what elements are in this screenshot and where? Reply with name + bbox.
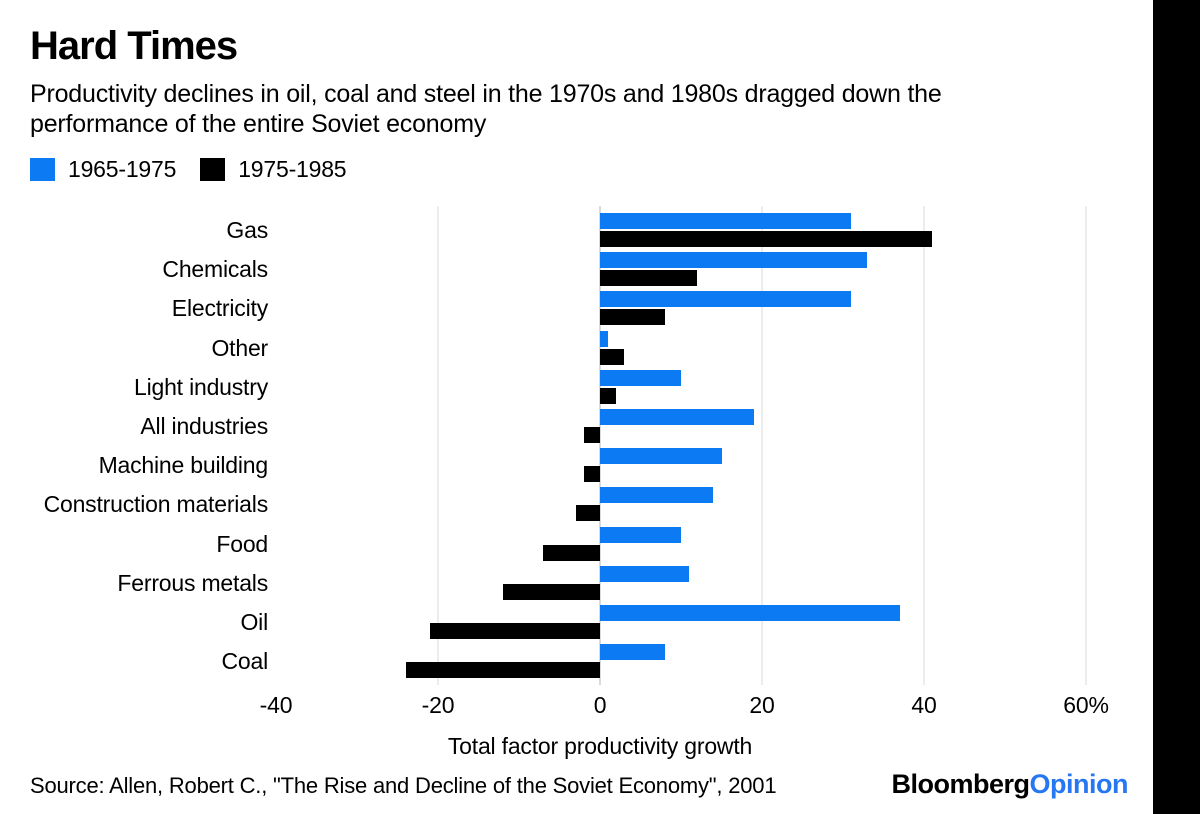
category-label: Gas: [226, 217, 268, 243]
bar-machine-building-1965-1975: [600, 448, 722, 465]
source-note: Source: Allen, Robert C., "The Rise and …: [30, 773, 777, 798]
category-label: Other: [211, 334, 268, 361]
legend-label: 1965-1975: [68, 156, 177, 182]
zero-axis-line: [599, 206, 601, 685]
bar-food-1965-1975: [600, 526, 681, 543]
bar-all-industries-1975-1985: [583, 427, 600, 443]
x-tick-label: 20: [749, 692, 775, 718]
chart-subtitle-line2: performance of the entire Soviet economy: [30, 110, 487, 138]
category-label: Machine building: [98, 452, 269, 479]
bar-food-1975-1985: [543, 544, 600, 561]
x-tick-label: 0: [593, 692, 607, 718]
bloomberg-opinion-logo: BloombergOpinion: [892, 769, 1129, 800]
bar-electricity-1975-1985: [600, 309, 665, 326]
bar-other-1965-1975: [600, 330, 609, 347]
bar-coal-1975-1985: [405, 662, 600, 679]
bar-chemicals-1965-1975: [600, 252, 868, 269]
bar-oil-1965-1975: [600, 605, 900, 621]
gridline-60: [1085, 206, 1087, 685]
legend-item-1965-1975: 1965-1975: [30, 156, 176, 183]
chart-subtitle: Productivity declines in oil, coal and s…: [30, 79, 1090, 139]
gridline-40: [923, 206, 925, 685]
bar-machine-building-1975-1985: [583, 466, 600, 483]
right-edge-strip: [1153, 0, 1200, 814]
page-title: Hard Times: [30, 24, 238, 68]
x-tick-label: 60%: [1063, 692, 1109, 718]
legend-item-1975-1985: 1975-1985: [200, 156, 347, 183]
bar-chemicals-1975-1985: [600, 270, 698, 287]
bar-light-industry-1975-1985: [600, 387, 617, 404]
legend-swatch-icon: [30, 158, 55, 181]
x-tick-label: -20: [421, 692, 455, 718]
bar-gas-1975-1985: [600, 231, 933, 247]
bar-ferrous-metals-1965-1975: [600, 565, 690, 582]
category-label: Food: [216, 530, 268, 557]
bar-construction-materials-1975-1985: [575, 505, 600, 522]
bar-all-industries-1965-1975: [600, 409, 754, 425]
x-tick-label: -40: [259, 692, 293, 718]
brand-opinion: Opinion: [1029, 769, 1129, 799]
bar-light-industry-1965-1975: [600, 369, 681, 386]
legend-label: 1975-1985: [238, 156, 347, 182]
category-label: Chemicals: [162, 256, 268, 283]
bar-other-1975-1985: [600, 348, 625, 365]
bar-construction-materials-1965-1975: [600, 487, 714, 504]
gridline-20: [761, 206, 763, 685]
category-label: Oil: [240, 609, 268, 635]
legend-swatch-icon: [200, 158, 226, 181]
gridline--20: [437, 206, 439, 685]
bar-gas-1965-1975: [600, 213, 852, 229]
bar-oil-1975-1985: [429, 623, 600, 639]
category-label: Electricity: [171, 295, 268, 322]
category-label: Light industry: [134, 373, 268, 400]
category-label: All industries: [140, 413, 268, 439]
bar-ferrous-metals-1975-1985: [502, 583, 600, 600]
brand-bloomberg: Bloomberg: [891, 769, 1031, 799]
x-axis-title: Total factor productivity growth: [447, 733, 753, 759]
chart-subtitle-line1: Productivity declines in oil, coal and s…: [30, 80, 942, 108]
category-label: Ferrous metals: [117, 569, 268, 596]
x-tick-label: 40: [911, 692, 937, 718]
bar-coal-1965-1975: [600, 644, 665, 661]
chart-legend: 1965-1975 1975-1985: [30, 156, 370, 183]
category-label: Construction materials: [43, 491, 269, 518]
bar-electricity-1965-1975: [600, 291, 852, 308]
category-label: Coal: [221, 648, 268, 675]
